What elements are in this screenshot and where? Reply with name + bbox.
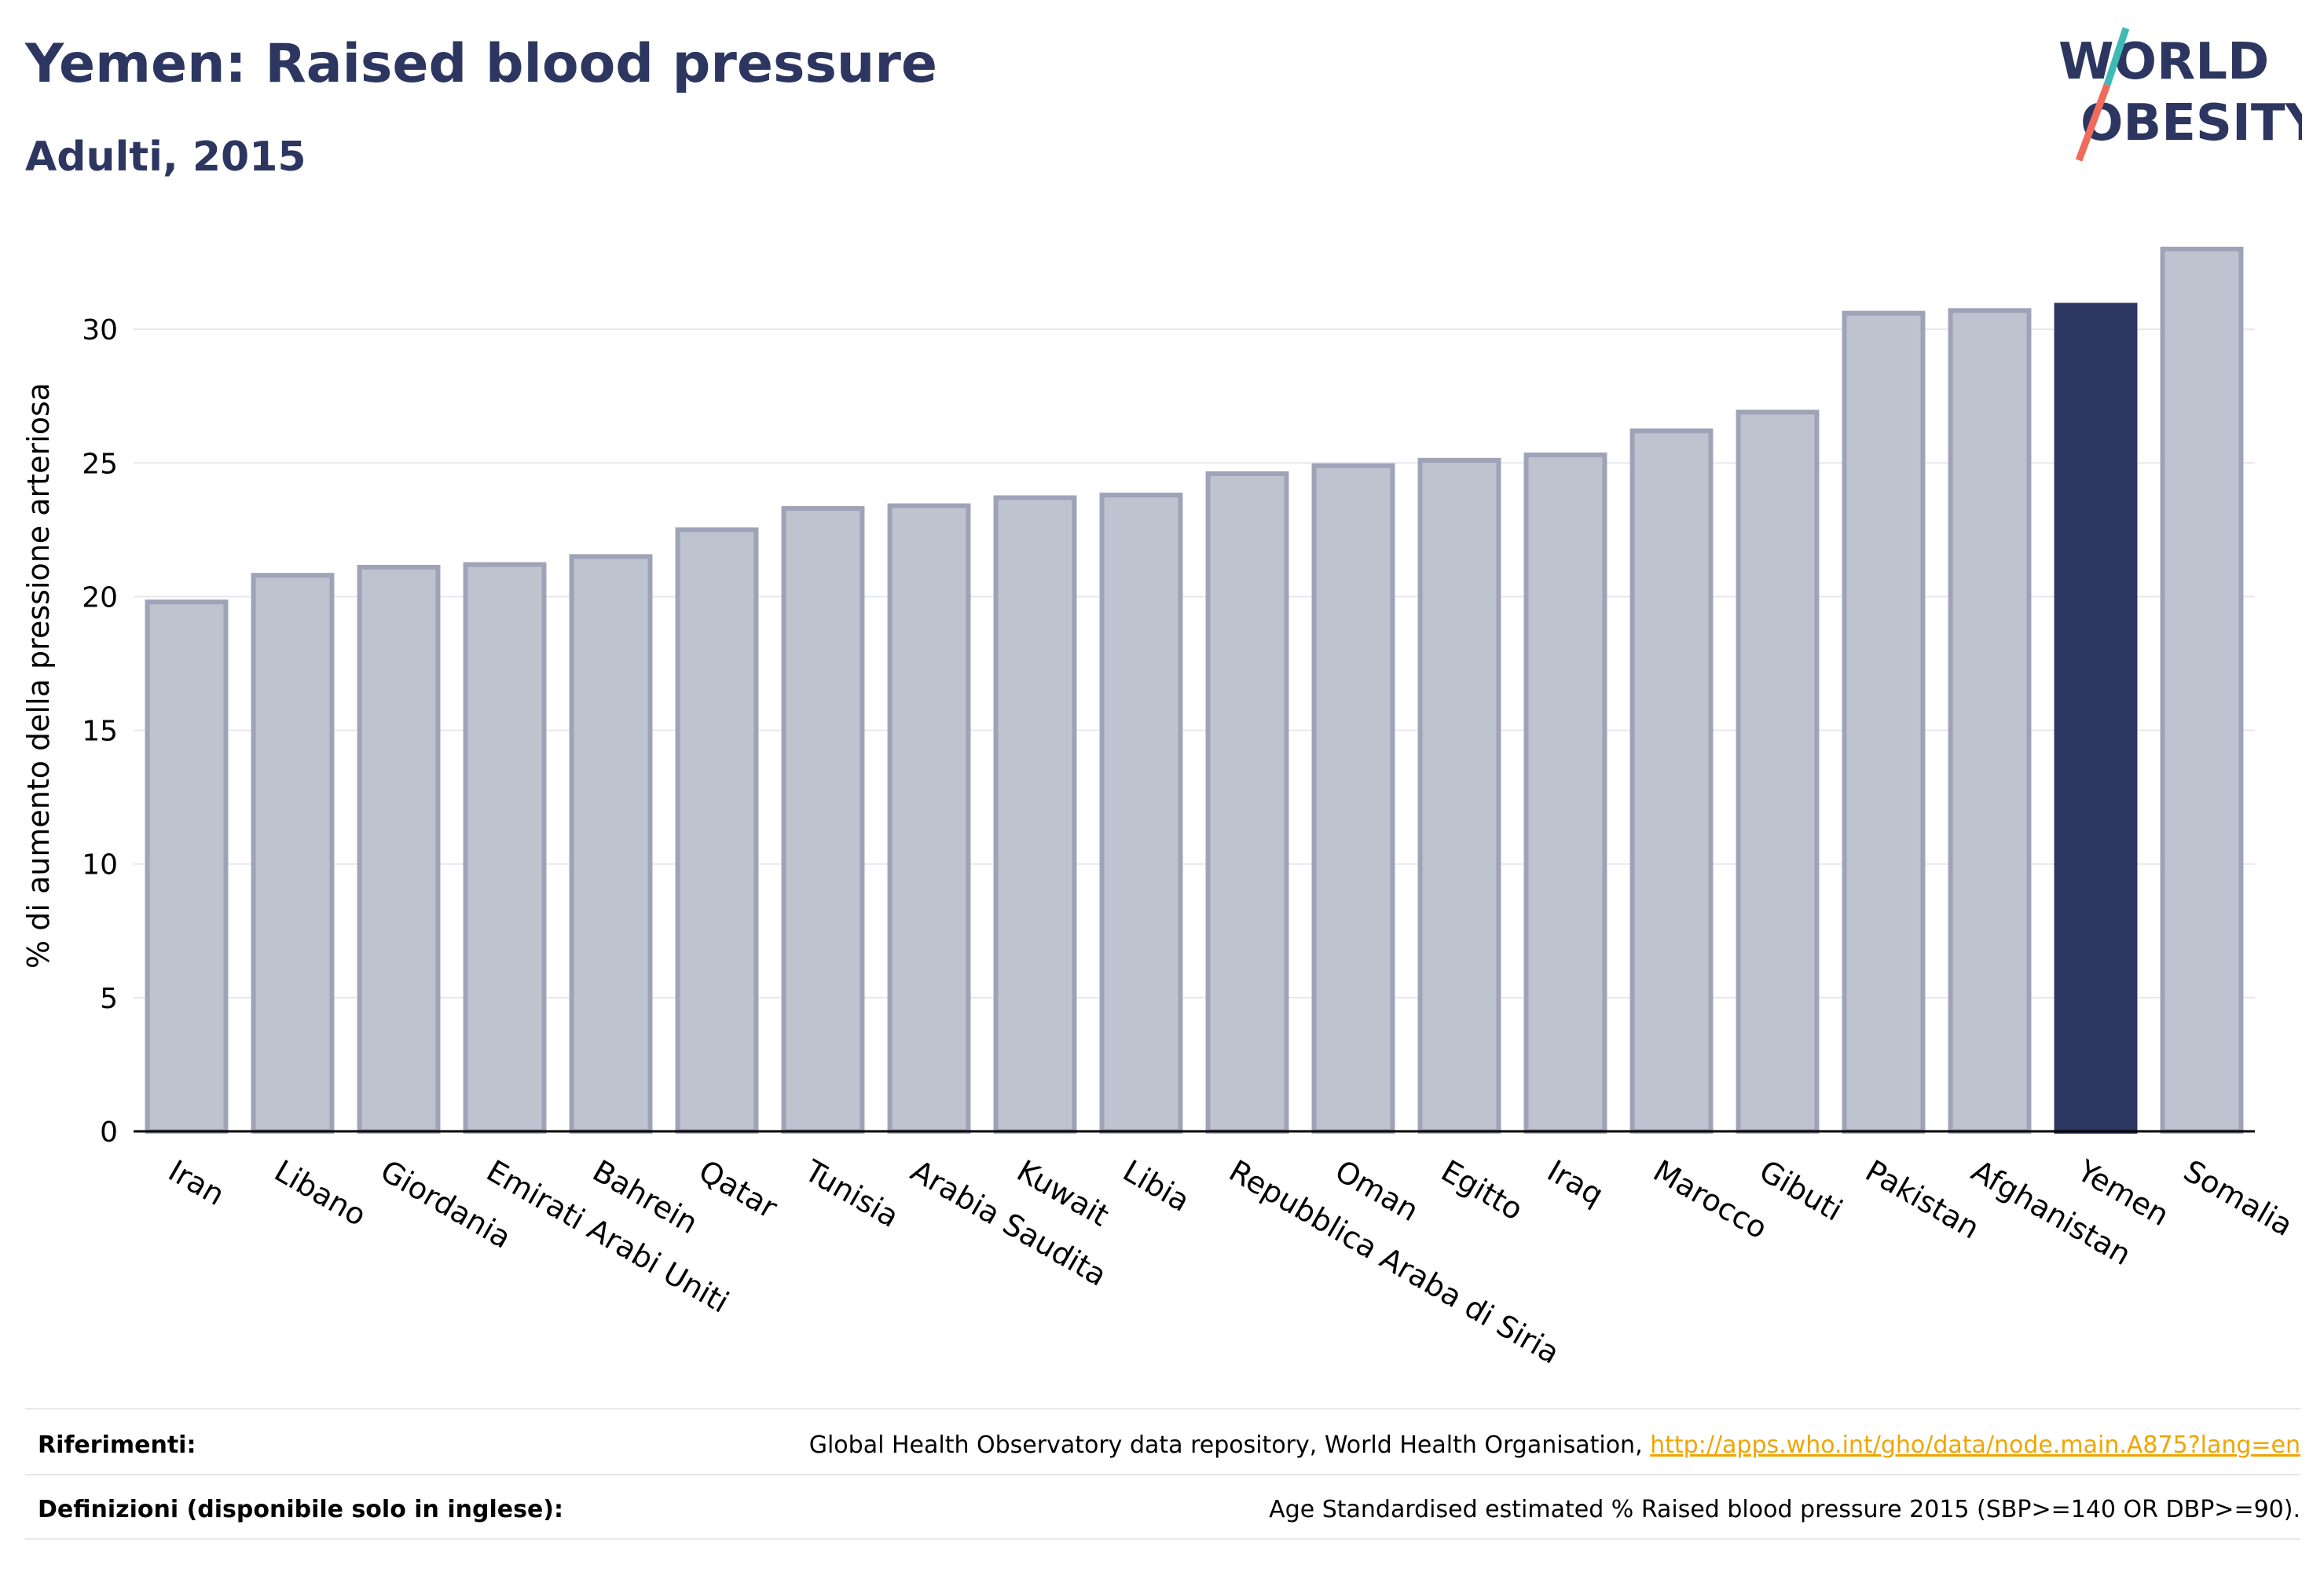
- y-axis-label: % di aumento della pressione arteriosa: [21, 383, 56, 969]
- footer-divider: [25, 1538, 2300, 1540]
- x-tick-label: Egitto: [1435, 1153, 1529, 1227]
- bar-marocco[interactable]: [1629, 428, 1714, 1134]
- bar-qatar[interactable]: [675, 527, 759, 1134]
- world-obesity-logo: WORLD OBESITY: [2058, 27, 2302, 162]
- bar-iran[interactable]: [145, 599, 229, 1134]
- logo-line2: OBESITY: [2080, 94, 2302, 152]
- bar-tunisia[interactable]: [781, 506, 865, 1134]
- page-title: Yemen: Raised blood pressure: [25, 33, 937, 95]
- x-tick-label: Qatar: [693, 1153, 783, 1226]
- bar-repubblica-araba-di-siria[interactable]: [1205, 471, 1289, 1134]
- footer-divider: [25, 1408, 2300, 1409]
- bar-libano[interactable]: [251, 573, 335, 1134]
- bar-yemen[interactable]: [2054, 302, 2138, 1134]
- bar-afghanistan[interactable]: [1948, 308, 2032, 1134]
- y-tick-label: 15: [82, 716, 118, 748]
- x-tick-label: Tunisia: [798, 1153, 904, 1234]
- references-label: Riferimenti:: [38, 1431, 196, 1459]
- logo-slash-teal: [2103, 27, 2130, 86]
- bar-iraq[interactable]: [1523, 453, 1607, 1134]
- x-tick-label: Libano: [269, 1153, 372, 1233]
- bar-bahrein[interactable]: [569, 554, 653, 1134]
- bar-emirati-arabi-uniti[interactable]: [463, 562, 547, 1134]
- y-tick-label: 20: [82, 581, 118, 614]
- bars: [145, 247, 2244, 1134]
- y-tick-label: 30: [82, 314, 118, 346]
- x-tick-label: Marocco: [1648, 1153, 1773, 1246]
- references-value: Global Health Observatory data repositor…: [809, 1431, 2300, 1459]
- y-tick-label: 5: [100, 983, 118, 1015]
- x-tick-label: Pakistan: [1860, 1153, 1985, 1246]
- bar-arabia-saudita[interactable]: [887, 503, 971, 1134]
- bar-gibuti[interactable]: [1736, 409, 1820, 1134]
- y-tick-label: 0: [100, 1116, 118, 1149]
- bar-oman[interactable]: [1311, 463, 1395, 1134]
- definitions-value: Age Standardised estimated % Raised bloo…: [1269, 1496, 2300, 1523]
- references-text: Global Health Observatory data repositor…: [808, 1431, 1651, 1459]
- bar-libia[interactable]: [1099, 493, 1183, 1134]
- grid-lines: [134, 328, 2255, 999]
- page-subtitle: Adulti, 2015: [25, 134, 306, 181]
- x-tick-label: Libia: [1117, 1153, 1196, 1219]
- footer-divider: [25, 1474, 2300, 1475]
- definitions-label: Definizioni (disponibile solo in inglese…: [38, 1496, 563, 1523]
- bar-giordania[interactable]: [357, 564, 441, 1134]
- bar-somalia[interactable]: [2160, 247, 2244, 1134]
- y-tick-label: 25: [82, 448, 118, 480]
- logo-slash-coral: [2075, 83, 2111, 162]
- bar-kuwait[interactable]: [993, 495, 1077, 1134]
- references-link[interactable]: http://apps.who.int/gho/data/node.main.A…: [1650, 1431, 2300, 1459]
- x-tick-label: Iran: [163, 1153, 230, 1212]
- logo-line1: WORLD: [2058, 33, 2269, 91]
- x-tick-label: Iraq: [1541, 1153, 1609, 1212]
- x-tick-label: Somalia: [2178, 1153, 2299, 1243]
- y-tick-label: 10: [82, 849, 118, 881]
- bar-egitto[interactable]: [1417, 457, 1501, 1134]
- bar-pakistan[interactable]: [1842, 310, 1926, 1134]
